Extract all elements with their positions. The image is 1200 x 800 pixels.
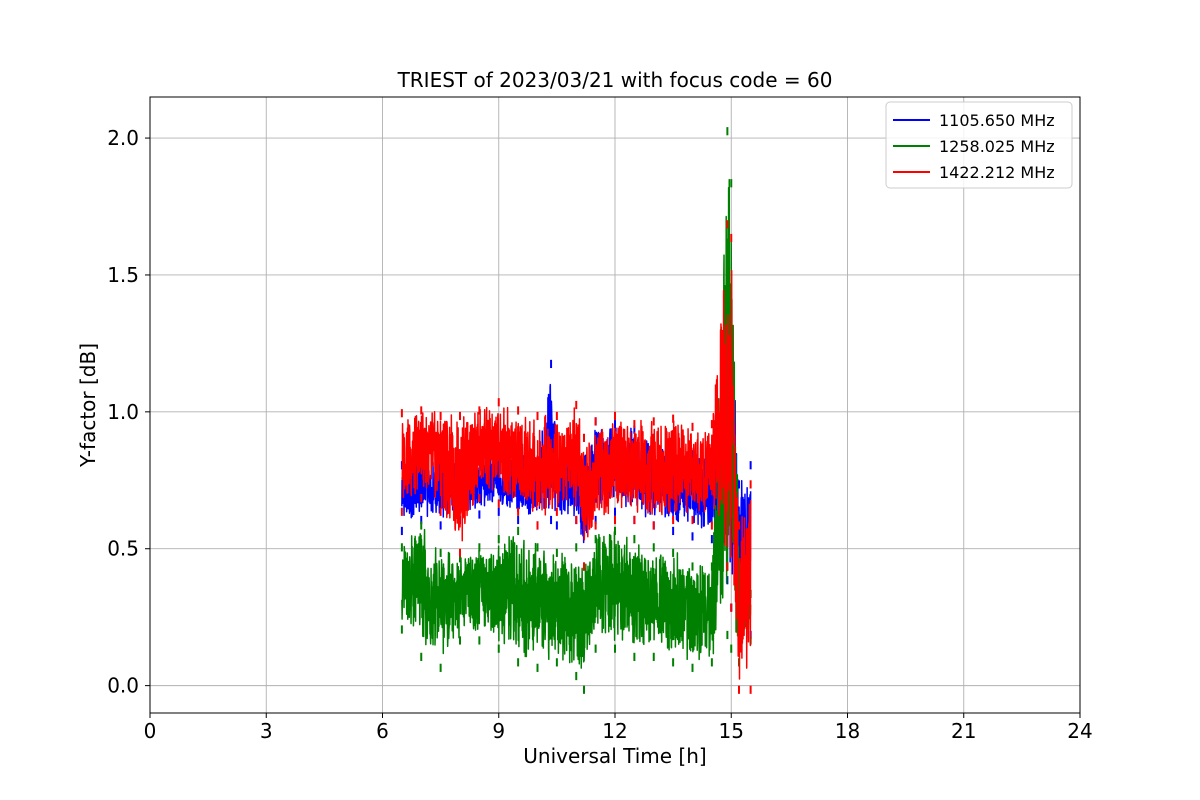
legend-label: 1422.212 MHz — [939, 163, 1055, 182]
plot-series — [400, 127, 752, 694]
x-tick-label: 18 — [835, 719, 860, 743]
legend-frame — [885, 101, 1073, 189]
y-axis-label: Y-factor [dB] — [76, 343, 100, 468]
chart-title: TRIEST of 2023/03/21 with focus code = 6… — [397, 68, 833, 92]
legend-label: 1258.025 MHz — [939, 137, 1055, 156]
series-line — [401, 178, 752, 669]
legend-label: 1105.650 MHz — [939, 111, 1055, 130]
x-axis-label: Universal Time [h] — [523, 744, 706, 768]
x-tick-label: 24 — [1067, 719, 1092, 743]
series-line — [401, 269, 752, 680]
y-tick-label: 2.0 — [107, 126, 139, 150]
y-tick-label: 0.0 — [107, 674, 139, 698]
x-tick-label: 6 — [376, 719, 389, 743]
legend: 1105.650 MHz 1258.025 MHz 1422.212 MHz — [885, 101, 1073, 189]
y-tick-label: 0.5 — [107, 537, 139, 561]
x-tick-label: 3 — [260, 719, 273, 743]
axis-ticks: 0 3 6 9 12 15 18 21 24 0.0 0.5 1.0 1.5 2.0 — [107, 126, 1093, 743]
x-tick-label: 12 — [602, 719, 627, 743]
x-tick-label: 9 — [492, 719, 505, 743]
x-tick-label: 0 — [144, 719, 157, 743]
x-tick-label: 15 — [719, 719, 744, 743]
y-tick-label: 1.0 — [107, 400, 139, 424]
x-tick-label: 21 — [951, 719, 976, 743]
y-tick-label: 1.5 — [107, 263, 139, 287]
